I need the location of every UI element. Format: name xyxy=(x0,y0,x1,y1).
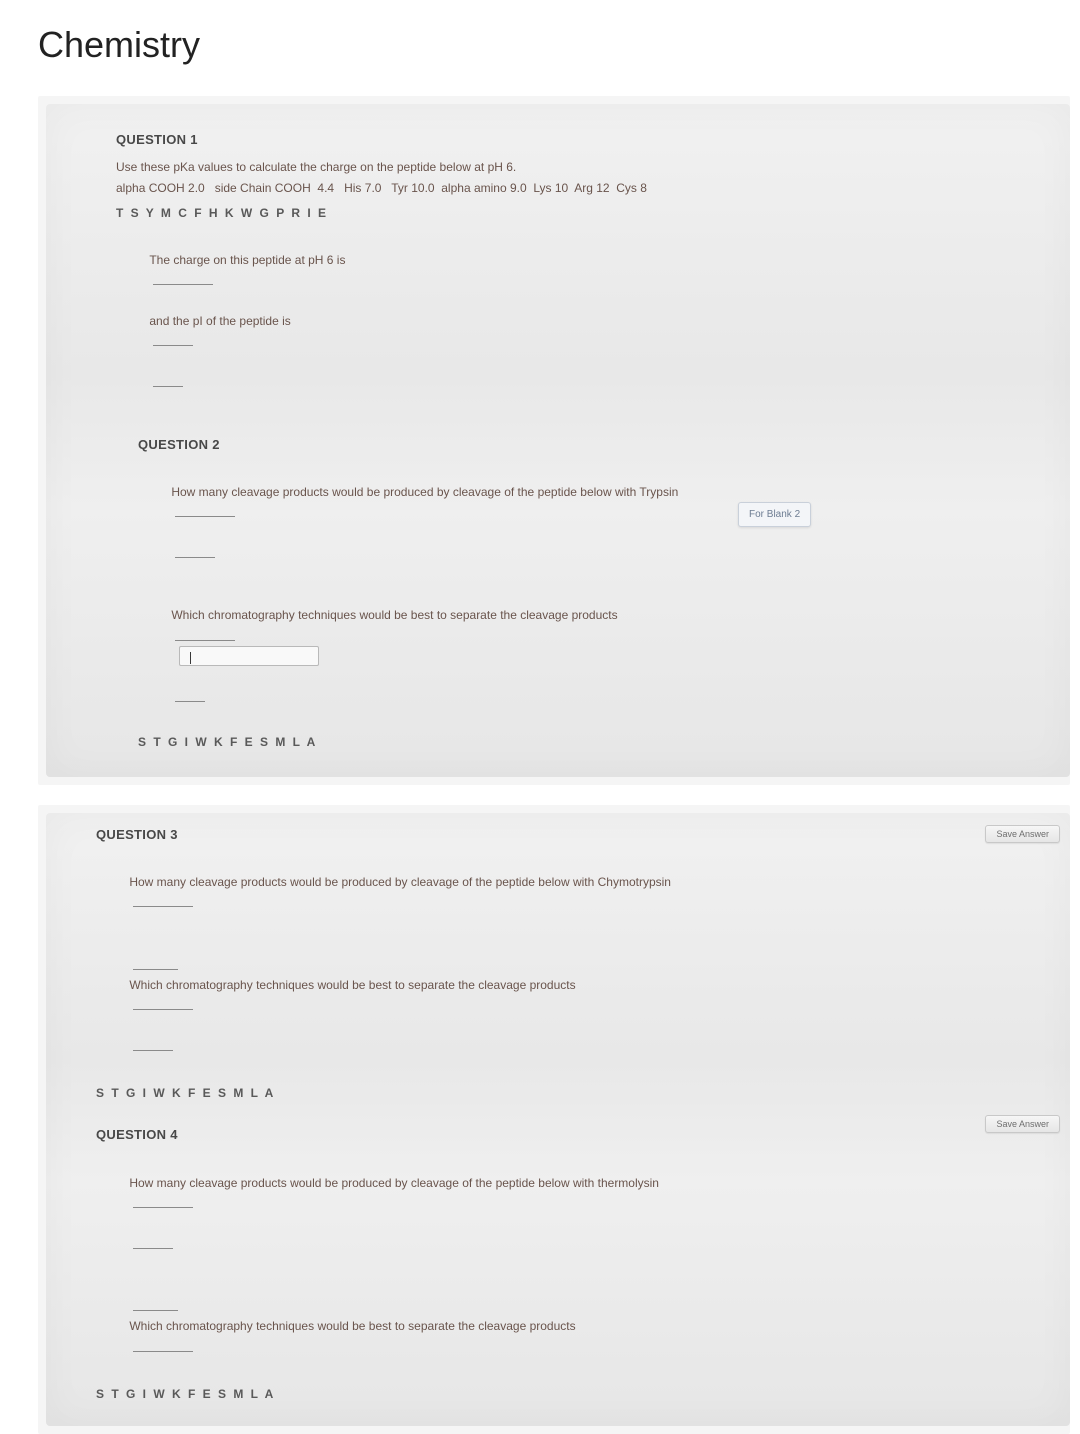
q1-line1: Use these pKa values to calculate the ch… xyxy=(116,157,1060,177)
q2-line1: How many cleavage products would be prod… xyxy=(171,485,678,499)
q4-blank-extra[interactable] xyxy=(133,1239,173,1249)
q3-blank-2[interactable] xyxy=(133,1000,193,1010)
q3-blank-1[interactable] xyxy=(133,897,193,907)
q2-blank-2[interactable] xyxy=(175,631,235,641)
q3-blank-extra[interactable] xyxy=(133,1041,173,1051)
page-title: Chemistry xyxy=(0,0,1080,96)
q2-blank-extra[interactable] xyxy=(175,548,215,558)
q1-blank-2[interactable] xyxy=(153,336,193,346)
q4-sequence: S T G I W K F E S M L A xyxy=(96,1384,1060,1404)
question-heading: QUESTION 1 xyxy=(116,132,1060,147)
question-heading: QUESTION 4 xyxy=(96,1127,1060,1142)
q4-line1: How many cleavage products would be prod… xyxy=(129,1176,659,1190)
quiz-photo-2: Save Answer QUESTION 3 How many cleavage… xyxy=(38,805,1070,1434)
q4-blank-2[interactable] xyxy=(133,1342,193,1352)
q2-blank-extra2[interactable] xyxy=(175,692,205,702)
question-3: Save Answer QUESTION 3 How many cleavage… xyxy=(96,827,1070,1104)
q3-sequence: S T G I W K F E S M L A xyxy=(96,1083,1060,1103)
save-answer-button[interactable]: Save Answer xyxy=(985,1115,1060,1133)
question-1: QUESTION 1 Use these pKa values to calcu… xyxy=(116,132,1070,413)
q4-line2: Which chromatography techniques would be… xyxy=(129,1319,575,1333)
q2-input[interactable] xyxy=(179,646,319,666)
q3-blank-lead[interactable] xyxy=(133,960,178,970)
text-cursor-icon xyxy=(190,652,191,664)
q1-part-b-label: and the pI of the peptide is xyxy=(149,314,290,328)
q1-blank-3[interactable] xyxy=(153,377,183,387)
q2-blank-1[interactable] xyxy=(175,507,235,517)
question-heading: QUESTION 2 xyxy=(138,437,1060,452)
q2-line2: Which chromatography techniques would be… xyxy=(171,608,617,622)
q1-sequence: T S Y M C F H K W G P R I E xyxy=(116,203,1060,223)
quiz-photo-1: QUESTION 1 Use these pKa values to calcu… xyxy=(38,96,1070,785)
question-2: QUESTION 2 How many cleavage products wo… xyxy=(116,437,1070,753)
q3-line1: How many cleavage products would be prod… xyxy=(129,875,671,889)
question-heading: QUESTION 3 xyxy=(96,827,1060,842)
q3-line2: Which chromatography techniques would be… xyxy=(129,978,575,992)
q1-line2: alpha COOH 2.0 side Chain COOH 4.4 His 7… xyxy=(116,178,1060,198)
save-answer-button[interactable]: Save Answer xyxy=(985,825,1060,843)
q1-blank-1[interactable] xyxy=(153,275,213,285)
question-4: Save Answer QUESTION 4 How many cleavage… xyxy=(96,1127,1070,1404)
q4-blank-1[interactable] xyxy=(133,1198,193,1208)
q4-blank-lead[interactable] xyxy=(133,1301,178,1311)
blank-tooltip: For Blank 2 xyxy=(738,502,811,527)
q2-sequence: S T G I W K F E S M L A xyxy=(138,732,1060,752)
q1-part-a-label: The charge on this peptide at pH 6 is xyxy=(149,253,345,267)
